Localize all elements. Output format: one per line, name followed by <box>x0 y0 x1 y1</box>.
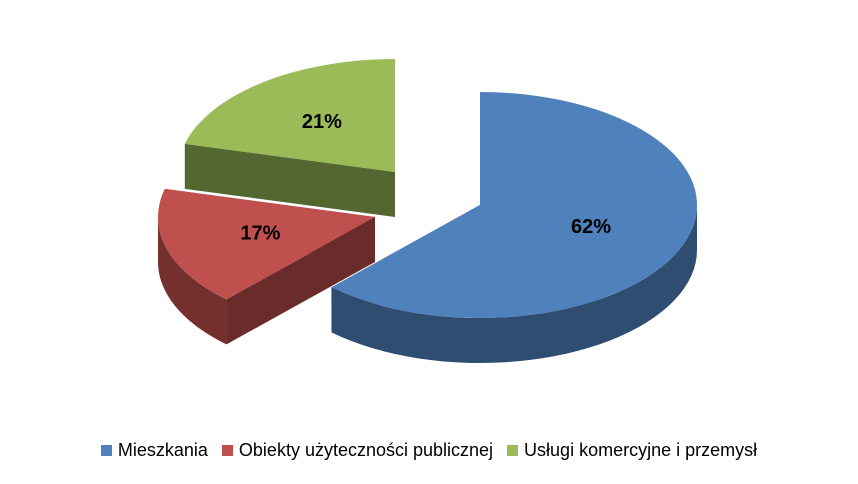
legend-item: Obiekty użyteczności publicznej <box>221 440 494 461</box>
slice <box>331 92 698 318</box>
legend-swatch <box>507 445 519 456</box>
slice-rim <box>158 217 227 345</box>
legend-label: Usługi komercyjne i przemysł <box>524 440 758 460</box>
pie-area: 62% 17% 21% <box>158 59 698 363</box>
legend-label: Obiekty użyteczności publicznej <box>238 440 494 460</box>
legend-item: Mieszkania <box>100 440 208 461</box>
data-label: 62% <box>571 216 611 238</box>
slice <box>184 59 395 172</box>
slice-side <box>184 143 395 217</box>
legend-swatch <box>100 445 112 456</box>
data-label: 17% <box>240 223 280 245</box>
legend-label: Mieszkania <box>117 440 208 460</box>
slice <box>158 188 375 300</box>
slice-rim <box>331 205 697 363</box>
data-label: 21% <box>302 111 342 133</box>
legend-item: Usługi komercyjne i przemysł <box>507 440 757 461</box>
legend-swatch <box>221 445 233 456</box>
legend: Mieszkania Obiekty użyteczności publiczne… <box>0 440 858 461</box>
